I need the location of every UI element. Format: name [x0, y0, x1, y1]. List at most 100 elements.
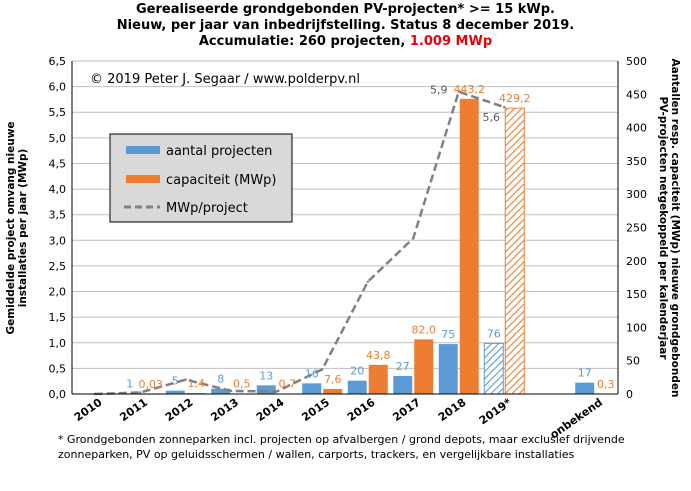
- y-right-tick-label: 350: [626, 155, 647, 168]
- y-right-tick-label: 150: [626, 288, 647, 301]
- y-left-tick-label: 0,0: [49, 388, 67, 401]
- y-axis-right-label-line-1: Aantallen resp. capaciteit (MWp) nieuwe …: [669, 59, 681, 398]
- y-right-tick-label: 250: [626, 222, 647, 235]
- bar-projects: [575, 382, 595, 394]
- mwp-line: [93, 90, 506, 396]
- data-label-projects: 75: [441, 328, 455, 341]
- y-axis-left-label-line-2: installaties per jaar (MWp): [17, 149, 29, 308]
- y-left-tick-label: 4,5: [49, 157, 67, 170]
- legend-label-capacity: capaciteit (MWp): [166, 173, 277, 188]
- x-tick-label: 2011: [117, 396, 150, 424]
- bar-capacity: [323, 388, 343, 394]
- y-left-tick-label: 5,0: [49, 132, 67, 145]
- data-label-projects: 76: [487, 327, 501, 340]
- title-line-2: Nieuw, per jaar van inbedrijfstelling. S…: [116, 18, 575, 33]
- y-right-tick-label: 0: [626, 388, 633, 401]
- bar-capacity: [459, 98, 479, 394]
- data-label-projects: 20: [350, 365, 364, 378]
- bar-projects: [165, 390, 185, 394]
- data-label-projects: 13: [259, 369, 273, 382]
- data-label-projects: 27: [396, 360, 410, 373]
- bar-capacity: [368, 364, 388, 394]
- chart-title: Gerealiseerde grondgebonden PV-projecten…: [0, 2, 691, 50]
- copyright-text: © 2019 Peter J. Segaar / www.polderpv.nl: [90, 72, 360, 87]
- title-total-mwp: 1.009 MWp: [409, 34, 493, 49]
- y-right-tick-label: 450: [626, 88, 647, 101]
- y-left-tick-label: 1,0: [49, 337, 67, 350]
- data-label-mwp: 5,6: [483, 111, 501, 124]
- x-tick-label: 2018: [436, 396, 469, 424]
- legend-swatch-projects: [126, 146, 160, 154]
- y-right-tick-label: 300: [626, 188, 647, 201]
- data-label-projects: 16: [305, 367, 319, 380]
- data-label-capacity: 82,0: [412, 323, 437, 336]
- y-right-tick-label: 200: [626, 255, 647, 268]
- x-tick-label: 2012: [163, 396, 196, 424]
- bar-projects: [393, 376, 413, 394]
- data-label-capacity: 0,5: [233, 378, 251, 391]
- data-label-mwp: 5,9: [430, 84, 448, 97]
- mwp-line-point: [412, 237, 415, 240]
- y-axis-right-label-line-2: PV-projecten netgekoppeld per kalenderja…: [657, 96, 669, 360]
- bar-projects: [256, 385, 276, 394]
- x-tick-label: 2015: [299, 396, 332, 424]
- bar-capacity: [504, 107, 525, 395]
- legend-label-projects: aantal projecten: [166, 144, 272, 159]
- y-left-tick-label: 0,5: [49, 362, 67, 375]
- data-label-projects: 5: [172, 375, 179, 388]
- y-left-tick-label: 2,5: [49, 260, 67, 273]
- x-tick-label: 2019*: [477, 396, 514, 428]
- mwp-line-point: [184, 378, 187, 381]
- data-label-capacity: 7,6: [324, 373, 342, 386]
- data-label-projects: 8: [217, 373, 224, 386]
- data-label-capacity: 1,4: [188, 377, 206, 390]
- mwp-line-point: [321, 368, 324, 371]
- x-tick-label: 2014: [254, 396, 287, 424]
- y-axis-left-label-line-1: Gemiddelde project omvang nieuwe: [5, 121, 17, 334]
- y-right-tick-label: 50: [626, 355, 640, 368]
- bar-projects: [347, 380, 367, 394]
- legend: aantal projecten capaciteit (MWp) MWp/pr…: [109, 133, 293, 223]
- x-tick-label: 2016: [345, 396, 378, 424]
- y-left-tick-label: 3,0: [49, 234, 67, 247]
- y-axis-right-label: Aantallen resp. capaciteit (MWp) nieuwe …: [657, 59, 681, 398]
- x-tick-label: 2017: [390, 396, 423, 424]
- y-left-tick-label: 4,0: [49, 183, 67, 196]
- mwp-line-point: [139, 391, 142, 394]
- y-left-tick-label: 5,5: [49, 106, 67, 119]
- y-right-tick-label: 500: [626, 55, 647, 68]
- mwp-line-point: [230, 389, 233, 393]
- mwp-line-point: [503, 105, 506, 109]
- legend-swatch-capacity: [126, 175, 160, 183]
- title-line-1: Gerealiseerde grondgebonden PV-projecten…: [136, 2, 555, 17]
- bar-projects: [302, 383, 322, 394]
- y-right-tick-label: 100: [626, 321, 647, 334]
- bar-projects: [483, 342, 504, 395]
- data-label-capacity: 0,7: [279, 378, 297, 391]
- x-tick-label: 2010: [72, 396, 105, 424]
- title-line-3: Accumulatie: 260 projecten, 1.009 MWp: [0, 34, 691, 50]
- bar-capacity: [414, 339, 434, 394]
- y-left-tick-label: 3,5: [49, 209, 67, 222]
- y-axis-left-label: Gemiddelde project omvang nieuweinstalla…: [5, 121, 29, 334]
- data-label-capacity: 429,2: [499, 92, 531, 105]
- y-left-tick-label: 1,5: [49, 311, 67, 324]
- data-label-projects: 1: [126, 377, 133, 390]
- data-label-capacity: 0,03: [139, 378, 164, 391]
- bar-projects: [211, 388, 231, 394]
- data-label-capacity: 0,3: [597, 378, 615, 391]
- y-left-tick-label: 6,0: [49, 81, 67, 94]
- mwp-line-point: [366, 280, 369, 284]
- y-right-tick-label: 400: [626, 122, 647, 135]
- data-label-capacity: 443,2: [454, 83, 486, 96]
- data-label-projects: 17: [578, 367, 592, 380]
- title-line-3-prefix: Accumulatie: 260 projecten,: [198, 34, 410, 49]
- mwp-per-project-line: [94, 90, 505, 396]
- bar-projects: [438, 344, 458, 394]
- footnote: * Grondgebonden zonneparken incl. projec…: [58, 433, 625, 461]
- legend-label-mwp: MWp/project: [166, 201, 248, 216]
- mwp-line-point: [275, 390, 278, 393]
- y-left-tick-label: 6,5: [49, 55, 67, 68]
